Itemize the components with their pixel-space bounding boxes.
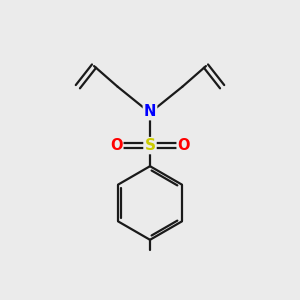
Text: N: N — [144, 104, 156, 119]
Text: O: O — [178, 138, 190, 153]
Text: S: S — [145, 138, 155, 153]
Text: O: O — [110, 138, 122, 153]
